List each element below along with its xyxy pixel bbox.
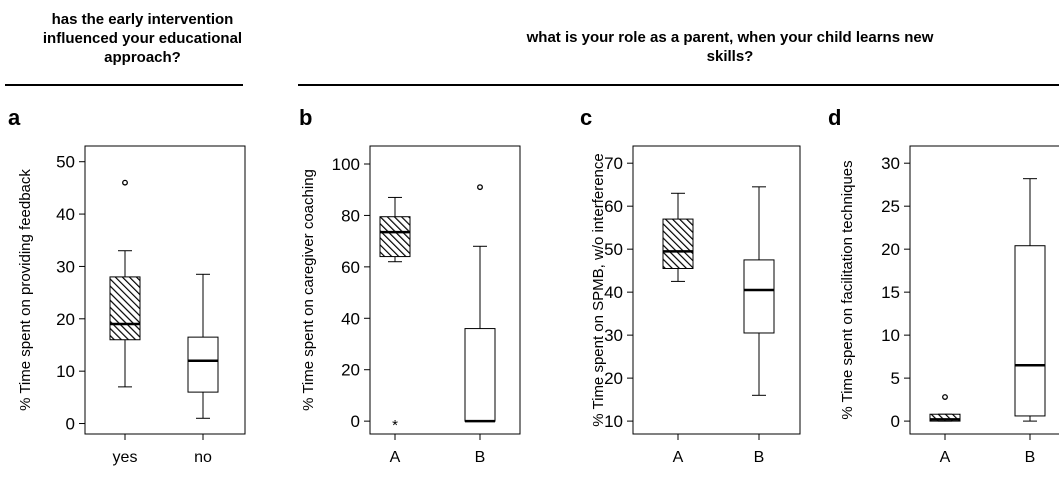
y-tick-label-c-20: 20 — [604, 369, 623, 388]
box-d-A — [929, 413, 961, 422]
panel-letter-d: d — [828, 105, 841, 130]
y-axis-label-a: % Time spent on providing feedback — [17, 169, 34, 411]
y-tick-label-c-70: 70 — [604, 154, 623, 173]
box-a-yes — [109, 276, 141, 341]
x-tick-label-d-A: A — [940, 449, 951, 466]
y-tick-label-c-60: 60 — [604, 197, 623, 216]
x-tick-label-c-B: B — [754, 449, 765, 466]
plot-frame-a — [84, 145, 246, 435]
x-tick-label-b-A: A — [390, 449, 401, 466]
header-rule-right — [298, 84, 1059, 86]
plot-frame-b — [369, 145, 521, 435]
header-parent-role-question: what is your role as a parent, when your… — [526, 29, 934, 65]
y-tick-label-d-5: 5 — [891, 369, 900, 388]
extreme-marker-b-A-0: * — [392, 417, 398, 434]
x-tick-label-b-B: B — [475, 449, 486, 466]
y-tick-label-b-80: 80 — [341, 206, 360, 225]
y-tick-label-b-60: 60 — [341, 258, 360, 277]
y-axis-label-d: % Time spent on facilitation techniques — [839, 160, 856, 419]
plot-frame-d — [909, 145, 1059, 435]
outlier-b-B-0 — [477, 184, 483, 191]
box-a-no — [187, 336, 219, 393]
y-tick-label-d-25: 25 — [881, 197, 900, 216]
y-tick-label-b-100: 100 — [332, 155, 360, 174]
y-tick-label-d-0: 0 — [891, 412, 900, 431]
box-c-B — [743, 259, 775, 334]
box-c-A — [662, 218, 694, 270]
header-rule-left — [5, 84, 243, 86]
y-tick-label-c-10: 10 — [604, 412, 623, 431]
y-tick-label-a-50: 50 — [56, 153, 75, 172]
outlier-a-yes-0 — [122, 179, 128, 186]
x-tick-label-d-B: B — [1025, 449, 1036, 466]
y-axis-label-c: % Time spent on SPMB, w/o interference — [590, 153, 607, 426]
y-tick-label-d-10: 10 — [881, 326, 900, 345]
x-tick-label-c-A: A — [673, 449, 684, 466]
y-tick-label-c-40: 40 — [604, 283, 623, 302]
box-d-B — [1014, 245, 1046, 417]
header-intervention-question: has the early intervention influenced yo… — [42, 11, 243, 66]
y-tick-label-b-40: 40 — [341, 309, 360, 328]
x-tick-label-a-yes: yes — [113, 449, 138, 466]
y-tick-label-c-50: 50 — [604, 240, 623, 259]
y-tick-label-d-20: 20 — [881, 240, 900, 259]
y-tick-label-d-30: 30 — [881, 154, 900, 173]
box-b-B — [464, 328, 496, 422]
y-axis-label-b: % Time spent on caregiver coaching — [300, 169, 317, 411]
y-tick-label-a-40: 40 — [56, 205, 75, 224]
outlier-d-A-0 — [942, 394, 948, 400]
x-tick-label-a-no: no — [194, 449, 212, 466]
y-tick-label-d-15: 15 — [881, 283, 900, 302]
panel-letter-a: a — [8, 105, 21, 130]
y-tick-label-a-10: 10 — [56, 362, 75, 381]
plot-frame-c — [632, 145, 801, 435]
panel-letter-c: c — [580, 105, 592, 130]
y-tick-label-b-20: 20 — [341, 361, 360, 380]
panel-letter-b: b — [299, 105, 312, 130]
y-tick-label-a-20: 20 — [56, 310, 75, 329]
y-tick-label-b-0: 0 — [351, 412, 360, 431]
box-b-A — [379, 216, 411, 258]
y-tick-label-a-30: 30 — [56, 257, 75, 276]
y-tick-label-a-0: 0 — [66, 415, 75, 434]
y-tick-label-c-30: 30 — [604, 326, 623, 345]
